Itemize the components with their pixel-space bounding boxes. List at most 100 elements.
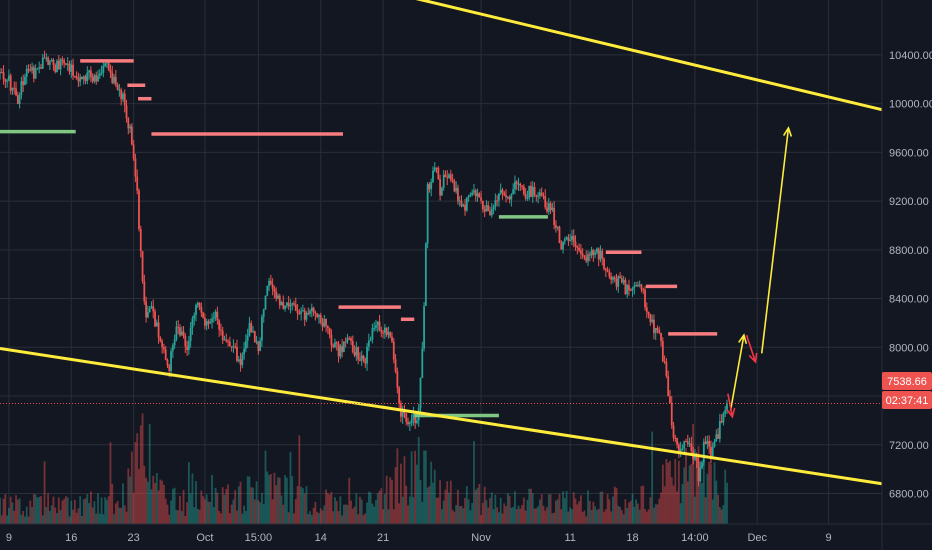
candle-body: [330, 334, 333, 346]
candle-body: [649, 314, 652, 322]
candle-body: [81, 76, 83, 80]
candle-body: [636, 284, 639, 286]
volume-bar: [704, 497, 707, 524]
volume-bar: [36, 497, 39, 524]
candle-body: [565, 237, 568, 240]
candle-body: [173, 339, 176, 346]
volume-bar: [644, 509, 646, 524]
candle-body: [674, 437, 677, 439]
volume-bar: [171, 488, 174, 524]
candle-body: [531, 186, 534, 197]
candle-body: [433, 167, 436, 171]
candle-body: [95, 75, 98, 82]
volume-bar: [672, 485, 675, 524]
candle-body: [252, 331, 254, 333]
volume-bar: [371, 503, 374, 524]
candle-body: [15, 88, 17, 96]
volume-bar: [95, 513, 98, 524]
volume-bar: [346, 504, 349, 524]
candle-body: [391, 336, 393, 342]
time-tick-label: Nov: [471, 532, 491, 544]
candle-body: [522, 186, 525, 194]
volume-bar: [130, 451, 133, 524]
volume-bar: [583, 510, 586, 524]
volume-bar: [93, 501, 96, 524]
volume-bar: [585, 516, 588, 524]
volume-bar: [252, 487, 254, 524]
projection-arrows[interactable]: [726, 126, 793, 419]
trend-lines[interactable]: [0, 0, 883, 486]
candle-body: [216, 311, 219, 321]
candle-body: [385, 327, 388, 335]
volume-bar: [633, 506, 636, 524]
candle-body: [647, 311, 650, 315]
candle-body: [446, 177, 449, 179]
volume-bar: [77, 508, 80, 524]
volume-bar: [134, 441, 137, 524]
candle-body: [515, 181, 518, 184]
volume-bar: [654, 504, 657, 524]
candle-body: [230, 346, 233, 348]
candle-body: [72, 64, 74, 76]
volume-bar: [302, 488, 304, 524]
volume-bar: [116, 500, 119, 524]
volume-bar: [651, 431, 654, 524]
volume-bar: [54, 507, 57, 524]
arrow-shaft: [745, 334, 757, 363]
candle-body: [31, 67, 33, 71]
volume-bar: [417, 437, 420, 524]
volume-bar: [558, 493, 561, 524]
volume-bar: [16, 499, 19, 524]
volume-bar: [400, 463, 402, 524]
volume-bar: [20, 514, 23, 524]
volume-bar: [244, 510, 247, 524]
candle-body: [683, 441, 686, 449]
volume-bar: [448, 492, 450, 524]
price-axis[interactable]: 6800.007200.007600.008000.008400.008800.…: [882, 0, 932, 524]
candle-body: [440, 187, 443, 196]
volume-bar: [241, 513, 244, 524]
volume-bar: [310, 514, 313, 524]
volume-bar: [462, 508, 465, 524]
candle-body: [351, 340, 354, 353]
volume-bar: [385, 475, 388, 524]
volume-bar: [138, 468, 140, 524]
volume-bar: [610, 511, 613, 524]
volume-bar: [622, 514, 625, 524]
candle-body: [325, 319, 327, 326]
volume-bar: [531, 493, 534, 524]
volume-bar: [89, 491, 92, 524]
volume-bar: [526, 499, 529, 524]
candle-body: [24, 76, 26, 85]
candle-body: [257, 341, 260, 352]
volume-bar: [72, 509, 74, 524]
candle-body: [118, 89, 121, 91]
volume-bar: [392, 509, 395, 524]
volume-bar: [619, 506, 621, 524]
volume-bar: [408, 496, 411, 524]
candle-body: [45, 57, 48, 59]
volume-bar: [715, 480, 718, 524]
candle-body: [152, 306, 155, 312]
candle-body: [127, 118, 130, 129]
candle-body: [273, 288, 276, 292]
volume-bar: [266, 471, 269, 524]
volume-bar: [690, 463, 693, 524]
volume-bar: [521, 504, 523, 524]
volume-bar: [720, 509, 723, 524]
volume-bar: [195, 481, 197, 524]
volume-bar: [571, 509, 573, 524]
price-badges: 7538.66 02:37:41: [882, 372, 932, 409]
candle-body: [287, 302, 290, 307]
candle-body: [237, 359, 240, 361]
volume-bar: [275, 485, 278, 524]
volume-bar: [469, 510, 472, 524]
volume-bar: [694, 496, 696, 524]
candle-body: [285, 302, 288, 306]
candle-body: [617, 276, 620, 287]
volume-bar: [485, 500, 488, 524]
volume-bar: [52, 496, 55, 524]
volume-bar: [225, 488, 228, 524]
